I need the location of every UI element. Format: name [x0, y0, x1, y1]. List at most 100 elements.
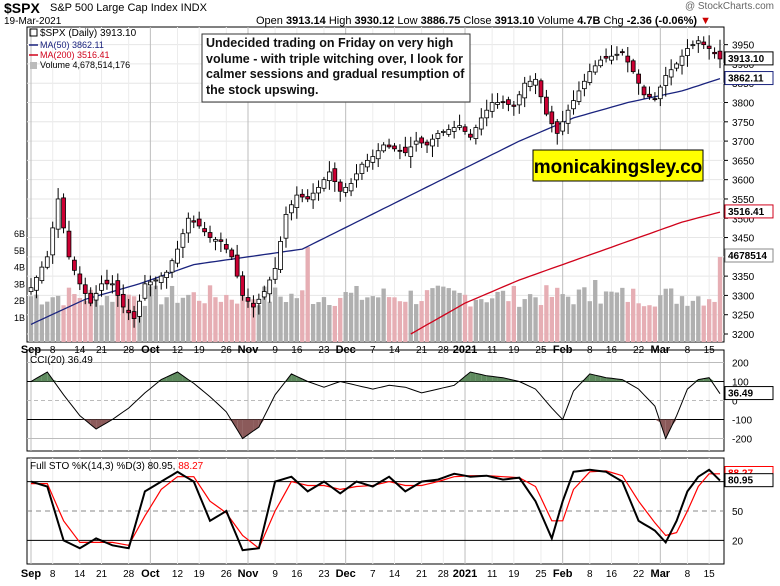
cci-overbought-fill [497, 377, 503, 382]
price-tick-label: 3300 [732, 291, 755, 302]
candle-body [511, 104, 517, 107]
candle-body [213, 239, 218, 242]
candle-body [430, 138, 435, 147]
x-axis-label: 25 [535, 345, 547, 356]
legend-candle-icon [29, 28, 38, 37]
x-axis-label: 28 [438, 569, 450, 580]
price-tick-label: 3800 [732, 99, 755, 110]
legend-volume: Volume 4,678,514,176 [40, 60, 130, 70]
volume-bar [489, 298, 495, 342]
candle-body [180, 233, 186, 248]
volume-bar [641, 306, 647, 342]
volume-bar [555, 287, 560, 342]
candle-body [104, 279, 110, 285]
x-axis-label: 21 [96, 569, 108, 580]
volume-bar [169, 285, 175, 342]
volume-bar [272, 287, 278, 342]
candle-body [316, 186, 321, 194]
price-tick-label: 3550 [732, 195, 755, 206]
cci-value-label-box [724, 386, 774, 401]
x-axis-label: 23 [318, 569, 330, 580]
candle-body [554, 121, 560, 134]
volume-bar [300, 290, 305, 342]
candle-body [565, 109, 571, 124]
sto-legend-text: Full STO %K(14,3) %D(3) 80.95, 88.27 [30, 461, 204, 472]
candle-body [137, 300, 142, 317]
cci-overbought-fill [166, 374, 173, 382]
cci-oversold-fill [671, 419, 677, 428]
ma50-value-label: 3862.11 [728, 74, 764, 85]
volume-bar [636, 303, 641, 342]
volume-bar [186, 294, 191, 342]
sto-tick-label: 20 [732, 536, 744, 547]
volume-bar [34, 294, 39, 342]
cci-oversold-fill [101, 419, 107, 426]
price-tick-label: 3200 [732, 330, 755, 341]
volume-bar [479, 299, 484, 342]
volume-bar [414, 304, 419, 342]
sto-k-line [30, 468, 721, 552]
volume-bar [159, 304, 164, 342]
volume-bar [229, 299, 234, 342]
volume-bar [197, 300, 202, 342]
panel-frame [26, 457, 725, 565]
candle-body [435, 132, 441, 139]
volume-bar [419, 301, 424, 342]
volume-bar [88, 289, 93, 342]
volume-bar [446, 288, 451, 342]
candle-body [88, 292, 94, 304]
candle-body [674, 63, 679, 69]
x-axis-label: 7 [370, 569, 376, 580]
stockcharts-credit: @ StockCharts.com [684, 1, 774, 12]
candle-body [701, 41, 707, 46]
price-tick-label: 3600 [732, 176, 755, 187]
candle-body [289, 204, 294, 214]
candle-body [272, 268, 278, 280]
x-axis-label: 25 [535, 569, 547, 580]
candle-body [354, 173, 359, 181]
open-value: 3913.14 [285, 15, 326, 27]
x-axis-label: 8 [50, 345, 56, 356]
cci-overbought-fill [470, 372, 476, 382]
volume-bar [690, 300, 696, 342]
volume-bar [386, 297, 392, 342]
candle-body [657, 86, 663, 100]
volume-bar [251, 299, 256, 342]
volume-bar [283, 302, 289, 342]
volume-bar [202, 303, 207, 342]
close-label: Close [463, 15, 492, 27]
volume-bar [397, 301, 403, 342]
x-axis-label: Dec [336, 568, 356, 580]
candle-body [685, 48, 690, 56]
volume-bar [332, 305, 337, 342]
candle-body [256, 298, 262, 304]
candle-body [207, 232, 213, 238]
x-axis-label: 19 [194, 569, 206, 580]
cci-oversold-fill [237, 419, 243, 439]
candle-body [668, 69, 674, 78]
candle-body [55, 198, 61, 230]
volume-bar [262, 286, 267, 342]
candle-body [267, 279, 273, 295]
volume-bar [256, 305, 262, 342]
x-axis-label: 12 [172, 345, 184, 356]
x-axis-label: 16 [291, 345, 303, 356]
watermark: monicakingsley.co [532, 149, 704, 182]
candle-body [99, 283, 104, 291]
candle-body [402, 146, 408, 154]
ma200-line [410, 211, 721, 335]
candle-body [261, 291, 267, 298]
x-axis-label: 28 [123, 569, 135, 580]
volume-bar [424, 290, 430, 342]
candle-body [370, 156, 376, 163]
x-axis-label: 26 [221, 345, 233, 356]
candle-body [218, 239, 224, 242]
high-value: 3930.12 [354, 15, 395, 27]
volume-bar [338, 297, 343, 342]
sto-legend: Full STO %K(14,3) %D(3) 80.95, 88.27 [30, 461, 204, 472]
x-axis-label: Nov [238, 568, 260, 580]
candle-body [516, 94, 522, 106]
volume-bar [544, 285, 549, 342]
candle-body [82, 284, 88, 294]
x-axis-label: 16 [291, 569, 303, 580]
